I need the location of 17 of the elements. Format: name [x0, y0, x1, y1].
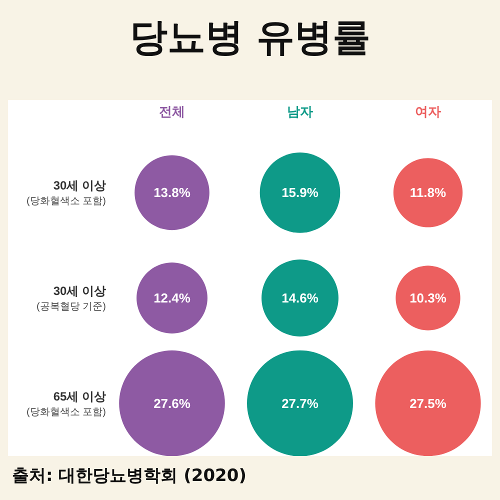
data-label: 13.8% — [154, 185, 191, 200]
data-label: 27.6% — [154, 396, 191, 411]
data-label: 11.8% — [410, 185, 447, 200]
text: 30세 이상 (당화혈색소 포함) — [26, 178, 106, 208]
data-label: 27.7% — [282, 396, 319, 411]
category-label: 전체 — [159, 104, 185, 119]
text: 30세 이상 (공복혈당 기준) — [36, 284, 106, 312]
series-label: 65세 이상 (당화혈색소 포함) — [26, 389, 106, 418]
data-label: 27.5% — [410, 396, 447, 411]
data-label: 14.6% — [282, 290, 319, 306]
data-label: 15.9% — [282, 185, 319, 200]
source-note: 출처: 대한당뇨병학회 (2020) — [12, 465, 246, 487]
category-label: 여자 — [415, 104, 441, 119]
category-label: 남자 — [287, 104, 313, 119]
text: 당뇨병 유병률 — [128, 14, 372, 61]
data-label: 10.3% — [410, 290, 447, 306]
data-label: 12.4% — [154, 290, 191, 306]
